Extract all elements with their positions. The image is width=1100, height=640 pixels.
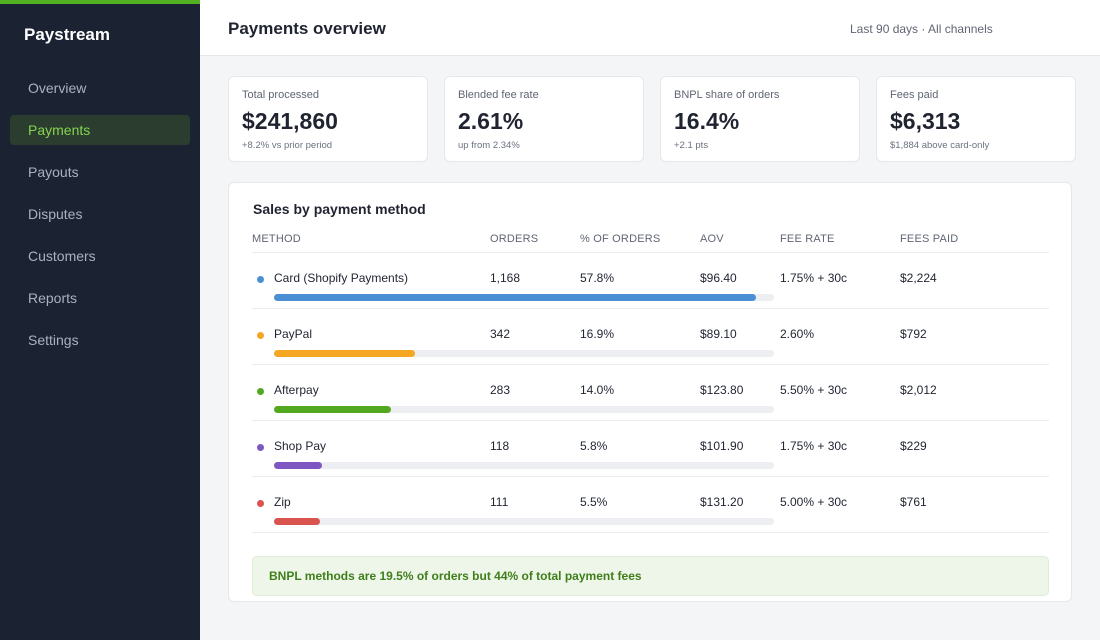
- method-name: Card (Shopify Payments): [274, 271, 409, 285]
- table-row[interactable]: Afterpay 283 14.0% $123.80 5.50% + 30c $…: [229, 365, 1073, 421]
- aov-value: $89.10: [700, 327, 737, 341]
- share-bar-track: [274, 518, 774, 525]
- method-name: Shop Pay: [274, 439, 327, 453]
- kpi-delta: +2.1 pts: [674, 140, 709, 151]
- fees-paid-value: $229: [900, 439, 927, 453]
- insight-text: BNPL methods are 19.5% of orders but 44%…: [269, 569, 642, 583]
- pct-orders-value: 16.9%: [580, 327, 615, 341]
- aov-value: $96.40: [700, 271, 737, 285]
- page-title: Payments overview: [228, 19, 386, 38]
- table-row[interactable]: Zip 111 5.5% $131.20 5.00% + 30c $761: [229, 477, 1073, 533]
- orders-value: 118: [490, 439, 510, 453]
- payment-methods-panel: Sales by payment method METHOD ORDERS % …: [228, 182, 1072, 602]
- fee-rate-value: 2.60%: [780, 327, 815, 341]
- kpi-value: $6,313: [890, 108, 961, 134]
- kpi-delta: +8.2% vs prior period: [242, 140, 333, 151]
- aov-value: $101.90: [700, 439, 744, 453]
- row-divider: [252, 532, 1049, 533]
- share-bar-track: [274, 294, 774, 301]
- row-divider: [252, 420, 1049, 421]
- kpi-label: Blended fee rate: [458, 89, 539, 101]
- share-bar-fill: [274, 406, 391, 413]
- sidebar-nav: Overview Payments Payouts Disputes Custo…: [10, 73, 190, 367]
- table-row[interactable]: Shop Pay 118 5.8% $101.90 1.75% + 30c $2…: [229, 421, 1073, 477]
- pct-orders-value: 57.8%: [580, 271, 615, 285]
- panel-title: Sales by payment method: [253, 201, 426, 217]
- sidebar-item-disputes[interactable]: Disputes: [28, 206, 83, 222]
- method-name: Afterpay: [274, 383, 319, 397]
- fee-rate-value: 5.00% + 30c: [780, 495, 848, 509]
- kpi-blended-fee-rate: Blended fee rate 2.61% up from 2.34%: [444, 76, 644, 162]
- row-divider: [252, 476, 1049, 477]
- page-header: Payments overview Last 90 days · All cha…: [200, 0, 1100, 56]
- kpi-bnpl-share: BNPL share of orders 16.4% +2.1 pts: [660, 76, 860, 162]
- share-bar-fill: [274, 518, 320, 525]
- method-name: Zip: [274, 495, 291, 509]
- pct-orders-value: 5.5%: [580, 495, 608, 509]
- method-color-dot: [257, 276, 264, 283]
- fee-rate-value: 1.75% + 30c: [780, 271, 848, 285]
- method-name: PayPal: [274, 327, 313, 341]
- fees-paid-value: $2,224: [900, 271, 937, 285]
- kpi-label: BNPL share of orders: [674, 89, 780, 101]
- kpi-label: Total processed: [242, 89, 320, 101]
- row-divider: [252, 308, 1049, 309]
- kpi-value: $241,860: [242, 108, 338, 134]
- column-header-orders[interactable]: ORDERS: [490, 233, 539, 245]
- pct-orders-value: 14.0%: [580, 383, 615, 397]
- fees-paid-value: $761: [900, 495, 927, 509]
- row-divider: [252, 364, 1049, 365]
- kpi-delta: $1,884 above card-only: [890, 140, 990, 151]
- table-row[interactable]: PayPal 342 16.9% $89.10 2.60% $792: [229, 309, 1073, 365]
- method-color-dot: [257, 444, 264, 451]
- method-color-dot: [257, 332, 264, 339]
- method-color-dot: [257, 388, 264, 395]
- aov-value: $123.80: [700, 383, 744, 397]
- orders-value: 111: [490, 495, 509, 509]
- kpi-delta: up from 2.34%: [458, 140, 520, 151]
- brand-logo[interactable]: Paystream: [24, 25, 111, 44]
- sidebar: Paystream Overview Payments Payouts Disp…: [0, 0, 200, 640]
- column-header-fee-rate[interactable]: FEE RATE: [780, 233, 835, 245]
- sidebar-item-payouts[interactable]: Payouts: [28, 164, 79, 180]
- column-header-aov[interactable]: AOV: [700, 233, 724, 245]
- column-header-fees-paid[interactable]: FEES PAID: [900, 233, 959, 245]
- sidebar-accent-bar: [0, 0, 200, 4]
- orders-value: 283: [490, 383, 511, 397]
- table-row[interactable]: Card (Shopify Payments) 1,168 57.8% $96.…: [229, 253, 1073, 309]
- fee-rate-value: 5.50% + 30c: [780, 383, 848, 397]
- share-bar-fill: [274, 462, 322, 469]
- sidebar-item-customers[interactable]: Customers: [28, 248, 96, 264]
- aov-value: $131.20: [700, 495, 744, 509]
- sidebar-item-overview[interactable]: Overview: [28, 80, 87, 96]
- sidebar-item-reports[interactable]: Reports: [28, 290, 78, 306]
- table-header: METHOD ORDERS % OF ORDERS AOV FEE RATE F…: [229, 231, 1073, 253]
- share-bar-track: [274, 462, 774, 469]
- fees-paid-value: $792: [900, 327, 927, 341]
- column-header-method[interactable]: METHOD: [252, 233, 301, 245]
- insight-callout: BNPL methods are 19.5% of orders but 44%…: [252, 556, 1049, 596]
- sidebar-item-settings[interactable]: Settings: [28, 332, 79, 348]
- orders-value: 1,168: [490, 271, 521, 285]
- date-channel-filter[interactable]: Last 90 days · All channels: [850, 22, 993, 36]
- orders-value: 342: [490, 327, 511, 341]
- pct-orders-value: 5.8%: [580, 439, 608, 453]
- kpi-label: Fees paid: [890, 89, 939, 101]
- kpi-fees-paid: Fees paid $6,313 $1,884 above card-only: [876, 76, 1076, 162]
- share-bar-fill: [274, 350, 415, 357]
- header-divider: [252, 252, 1049, 253]
- sidebar-item-payments[interactable]: Payments: [10, 115, 190, 145]
- column-header-pct-orders[interactable]: % OF ORDERS: [580, 233, 661, 245]
- fee-rate-value: 1.75% + 30c: [780, 439, 848, 453]
- kpi-value: 2.61%: [458, 108, 524, 134]
- method-color-dot: [257, 500, 264, 507]
- share-bar-fill: [274, 294, 756, 301]
- fees-paid-value: $2,012: [900, 383, 937, 397]
- share-bar-track: [274, 406, 774, 413]
- kpi-total-processed: Total processed $241,860 +8.2% vs prior …: [228, 76, 428, 162]
- share-bar-track: [274, 350, 774, 357]
- kpi-value: 16.4%: [674, 108, 740, 134]
